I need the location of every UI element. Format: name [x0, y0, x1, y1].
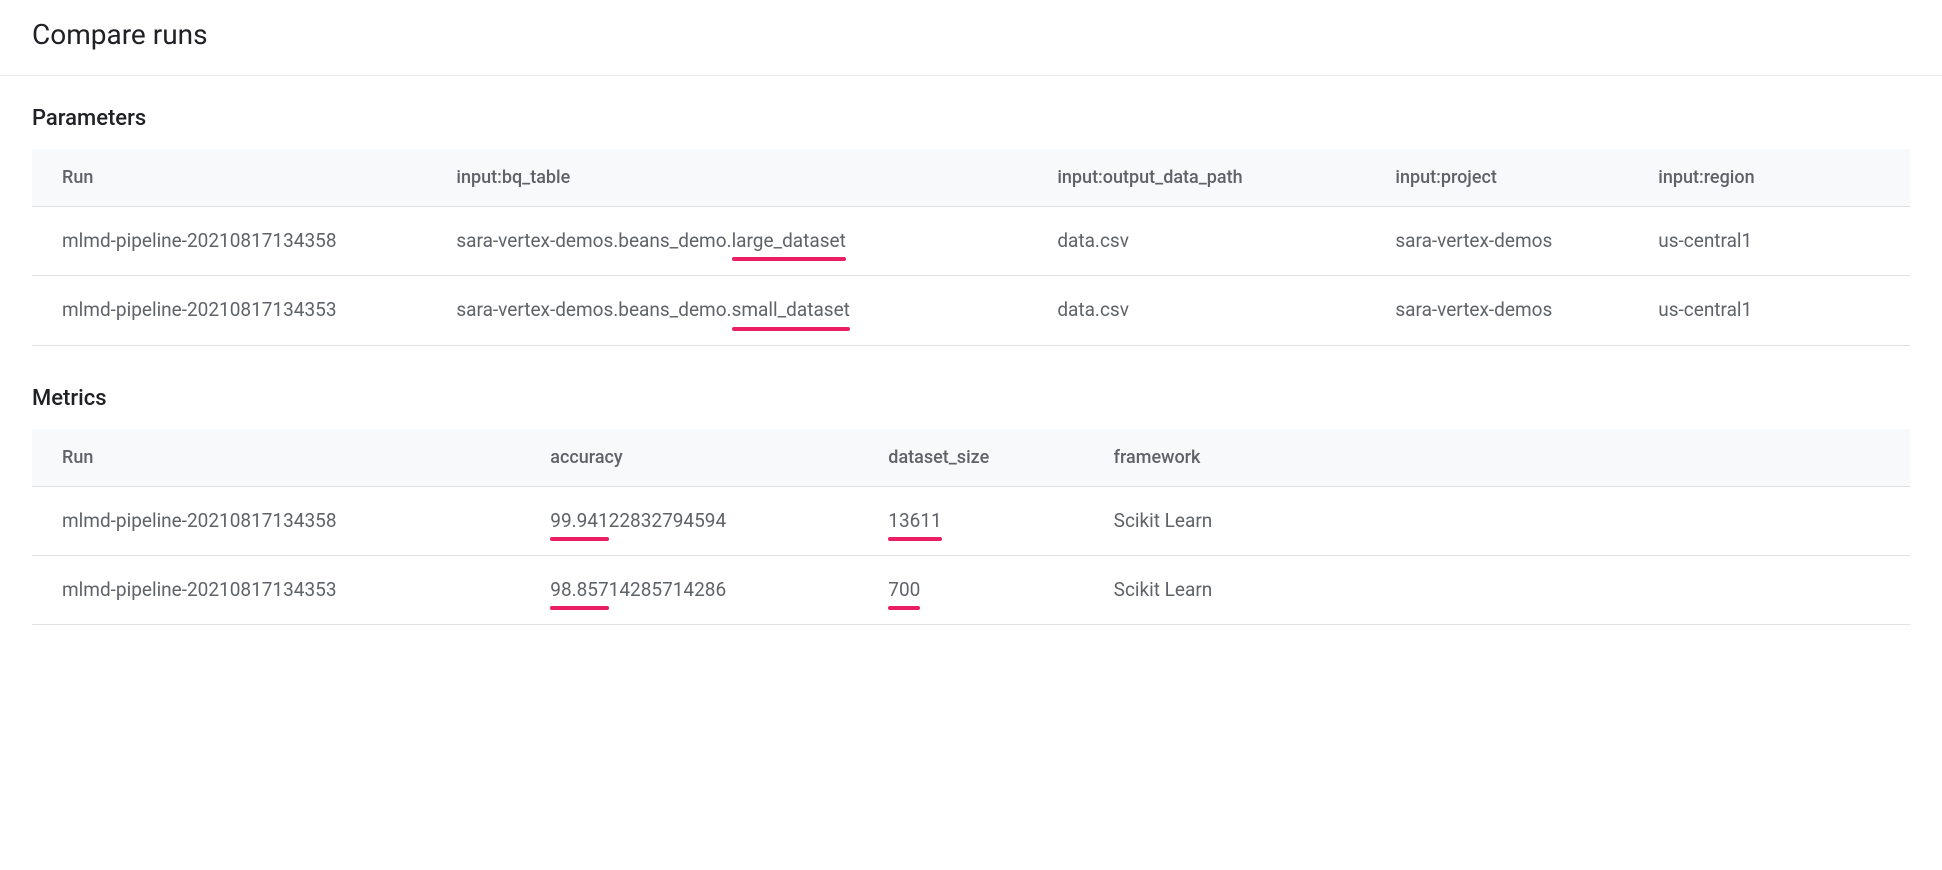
- highlight-annotation: 13611: [888, 505, 941, 537]
- table-row: mlmd-pipeline-20210817134358 sara-vertex…: [32, 207, 1910, 276]
- column-header[interactable]: framework: [1084, 429, 1910, 487]
- column-header[interactable]: Run: [32, 429, 520, 487]
- highlight-annotation: 700: [888, 574, 920, 606]
- content-area: Parameters Run input:bq_table input:outp…: [0, 76, 1942, 695]
- metrics-table: Run accuracy dataset_size framework mlmd…: [32, 429, 1910, 626]
- cell-framework: Scikit Learn: [1084, 486, 1910, 555]
- table-row: mlmd-pipeline-20210817134358 99.94122832…: [32, 486, 1910, 555]
- cell-project: sara-vertex-demos: [1365, 276, 1628, 345]
- cell-project: sara-vertex-demos: [1365, 207, 1628, 276]
- column-header[interactable]: input:project: [1365, 149, 1628, 207]
- cell-accuracy: 98.85714285714286: [520, 555, 858, 624]
- column-header[interactable]: input:output_data_path: [1027, 149, 1365, 207]
- cell-run: mlmd-pipeline-20210817134358: [32, 486, 520, 555]
- cell-dataset-size: 13611: [858, 486, 1083, 555]
- highlight-annotation: 98.857: [550, 574, 608, 606]
- highlight-annotation: 99.941: [550, 505, 608, 537]
- cell-bq-table: sara-vertex-demos.beans_demo.large_datas…: [426, 207, 1027, 276]
- cell-framework: Scikit Learn: [1084, 555, 1910, 624]
- column-header[interactable]: dataset_size: [858, 429, 1083, 487]
- parameters-section: Parameters Run input:bq_table input:outp…: [32, 106, 1910, 346]
- page-title: Compare runs: [32, 18, 1910, 51]
- cell-dataset-size: 700: [858, 555, 1083, 624]
- cell-accuracy: 99.94122832794594: [520, 486, 858, 555]
- cell-run: mlmd-pipeline-20210817134353: [32, 555, 520, 624]
- highlight-annotation: large_dataset: [732, 225, 846, 257]
- page-header: Compare runs: [0, 0, 1942, 76]
- table-header-row: Run input:bq_table input:output_data_pat…: [32, 149, 1910, 207]
- column-header[interactable]: input:region: [1628, 149, 1910, 207]
- table-row: mlmd-pipeline-20210817134353 sara-vertex…: [32, 276, 1910, 345]
- highlight-annotation: small_dataset: [732, 294, 850, 326]
- parameters-title: Parameters: [32, 106, 1910, 131]
- column-header[interactable]: accuracy: [520, 429, 858, 487]
- table-row: mlmd-pipeline-20210817134353 98.85714285…: [32, 555, 1910, 624]
- metrics-title: Metrics: [32, 386, 1910, 411]
- cell-bq-table: sara-vertex-demos.beans_demo.small_datas…: [426, 276, 1027, 345]
- cell-region: us-central1: [1628, 276, 1910, 345]
- table-header-row: Run accuracy dataset_size framework: [32, 429, 1910, 487]
- cell-run: mlmd-pipeline-20210817134353: [32, 276, 426, 345]
- cell-region: us-central1: [1628, 207, 1910, 276]
- parameters-table: Run input:bq_table input:output_data_pat…: [32, 149, 1910, 346]
- cell-output-data-path: data.csv: [1027, 207, 1365, 276]
- metrics-section: Metrics Run accuracy dataset_size framew…: [32, 386, 1910, 626]
- cell-output-data-path: data.csv: [1027, 276, 1365, 345]
- cell-run: mlmd-pipeline-20210817134358: [32, 207, 426, 276]
- column-header[interactable]: Run: [32, 149, 426, 207]
- column-header[interactable]: input:bq_table: [426, 149, 1027, 207]
